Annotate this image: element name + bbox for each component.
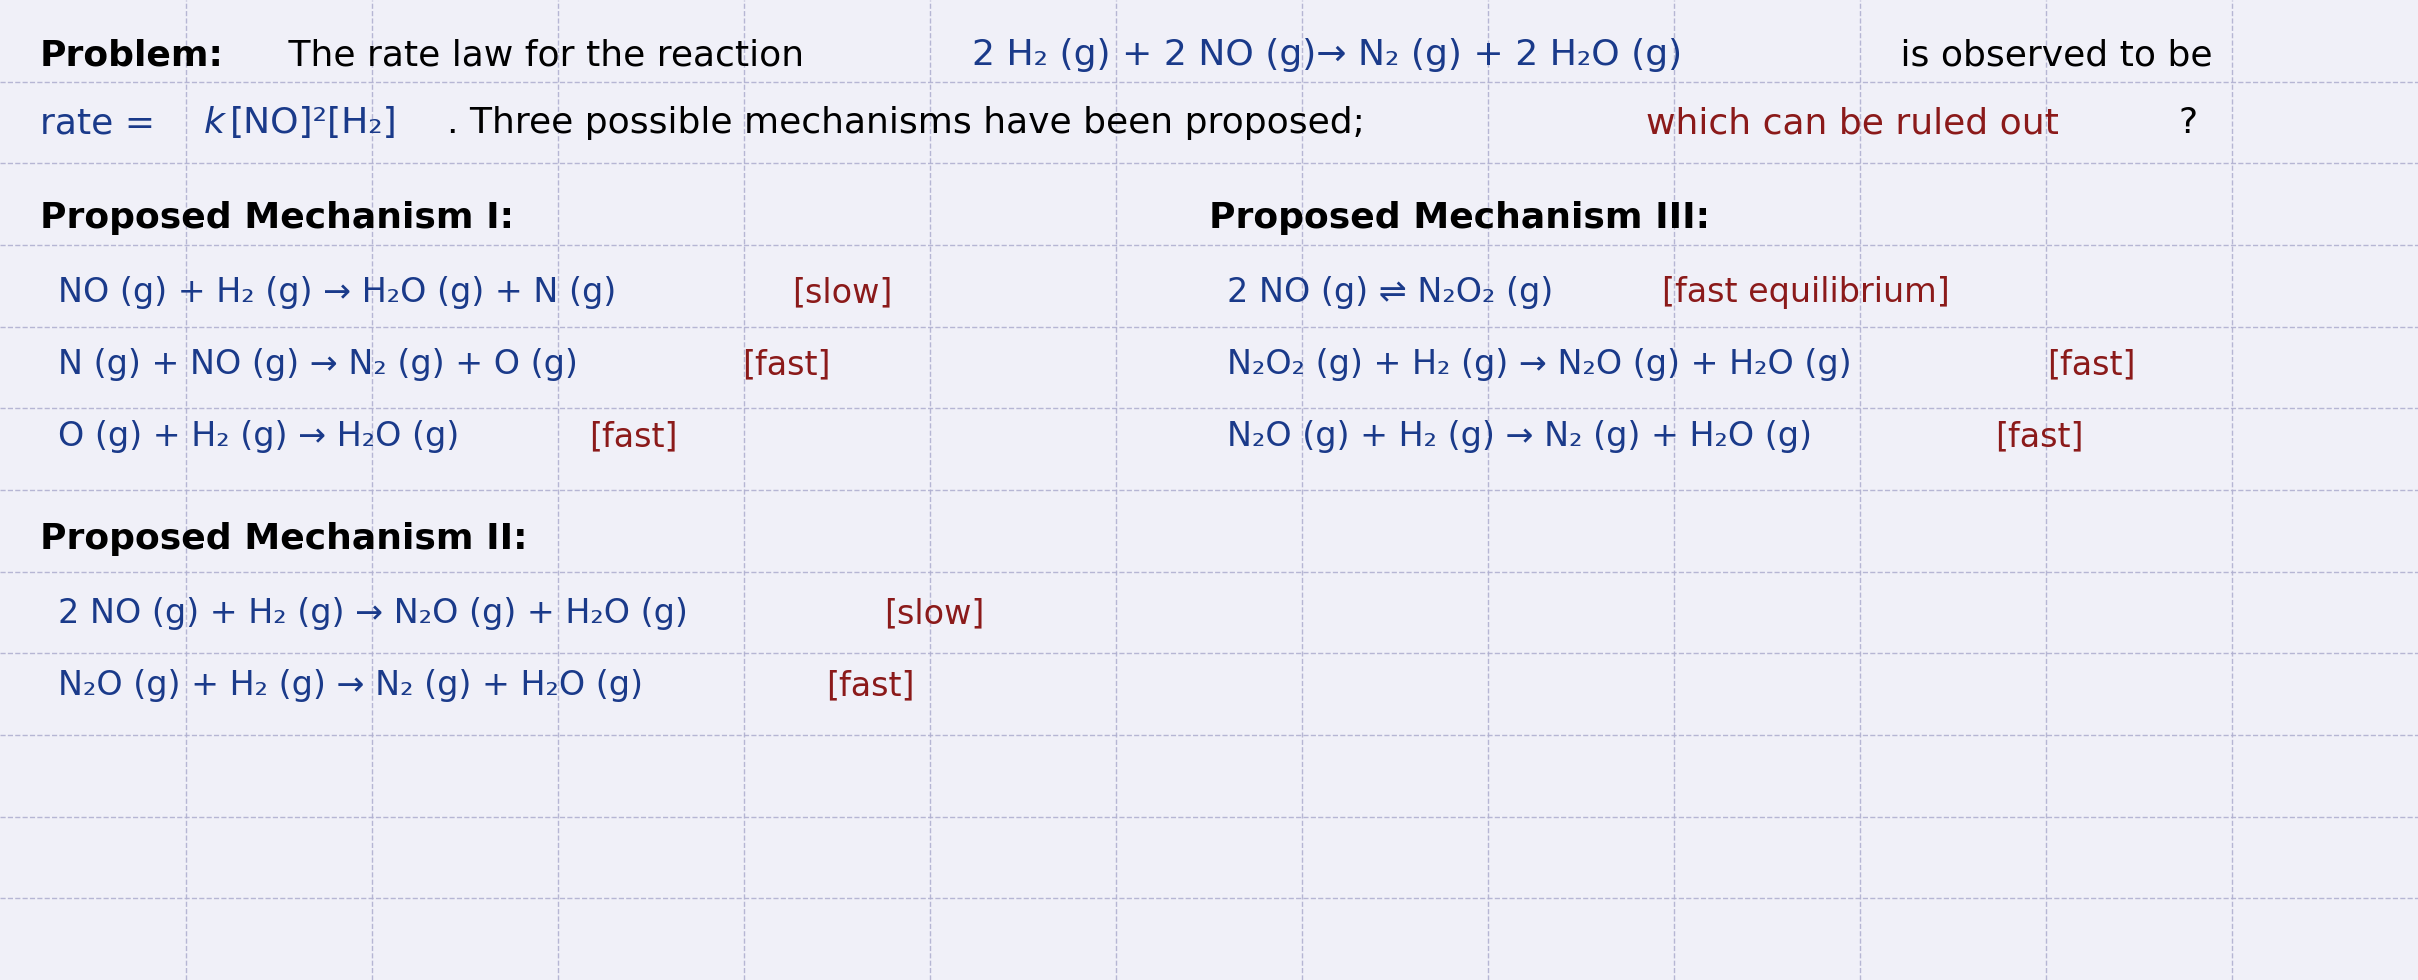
Text: 2 H₂ (g) + 2 NO (g)→ N₂ (g) + 2 H₂O (g): 2 H₂ (g) + 2 NO (g)→ N₂ (g) + 2 H₂O (g) [972,38,1683,72]
Text: N (g) + NO (g) → N₂ (g) + O (g): N (g) + NO (g) → N₂ (g) + O (g) [58,348,588,381]
Text: [slow]: [slow] [793,276,892,309]
Text: [slow]: [slow] [885,597,984,630]
Text: [fast]: [fast] [1995,420,2084,453]
Text: 2 NO (g) + H₂ (g) → N₂O (g) + H₂O (g): 2 NO (g) + H₂ (g) → N₂O (g) + H₂O (g) [58,597,699,630]
Text: which can be ruled out: which can be ruled out [1647,106,2058,140]
Text: [fast equilibrium]: [fast equilibrium] [1661,276,1949,309]
Text: . Three possible mechanisms have been proposed;: . Three possible mechanisms have been pr… [447,106,1376,140]
Text: [fast]: [fast] [590,420,677,453]
Text: [fast]: [fast] [827,669,914,702]
Text: is observed to be: is observed to be [1888,38,2212,72]
Text: Proposed Mechanism II:: Proposed Mechanism II: [41,522,527,556]
Text: NO (g) + H₂ (g) → H₂O (g) + N (g): NO (g) + H₂ (g) → H₂O (g) + N (g) [58,276,626,309]
Text: 2 NO (g) ⇌ N₂O₂ (g): 2 NO (g) ⇌ N₂O₂ (g) [1226,276,1564,309]
Text: Problem:: Problem: [41,38,225,72]
Text: [fast]: [fast] [2046,348,2135,381]
Text: N₂O₂ (g) + H₂ (g) → N₂O (g) + H₂O (g): N₂O₂ (g) + H₂ (g) → N₂O (g) + H₂O (g) [1226,348,1862,381]
Text: O (g) + H₂ (g) → H₂O (g): O (g) + H₂ (g) → H₂O (g) [58,420,469,453]
Text: ?: ? [2179,106,2198,140]
Text: [NO]²[H₂]: [NO]²[H₂] [230,106,399,140]
Text: Proposed Mechanism I:: Proposed Mechanism I: [41,201,515,235]
Text: rate =: rate = [41,106,167,140]
Text: k: k [203,106,225,140]
Text: Proposed Mechanism III:: Proposed Mechanism III: [1209,201,1710,235]
Text: The rate law for the reaction: The rate law for the reaction [278,38,815,72]
Text: N₂O (g) + H₂ (g) → N₂ (g) + H₂O (g): N₂O (g) + H₂ (g) → N₂ (g) + H₂O (g) [1226,420,1823,453]
Text: N₂O (g) + H₂ (g) → N₂ (g) + H₂O (g): N₂O (g) + H₂ (g) → N₂ (g) + H₂O (g) [58,669,653,702]
Text: [fast]: [fast] [742,348,832,381]
